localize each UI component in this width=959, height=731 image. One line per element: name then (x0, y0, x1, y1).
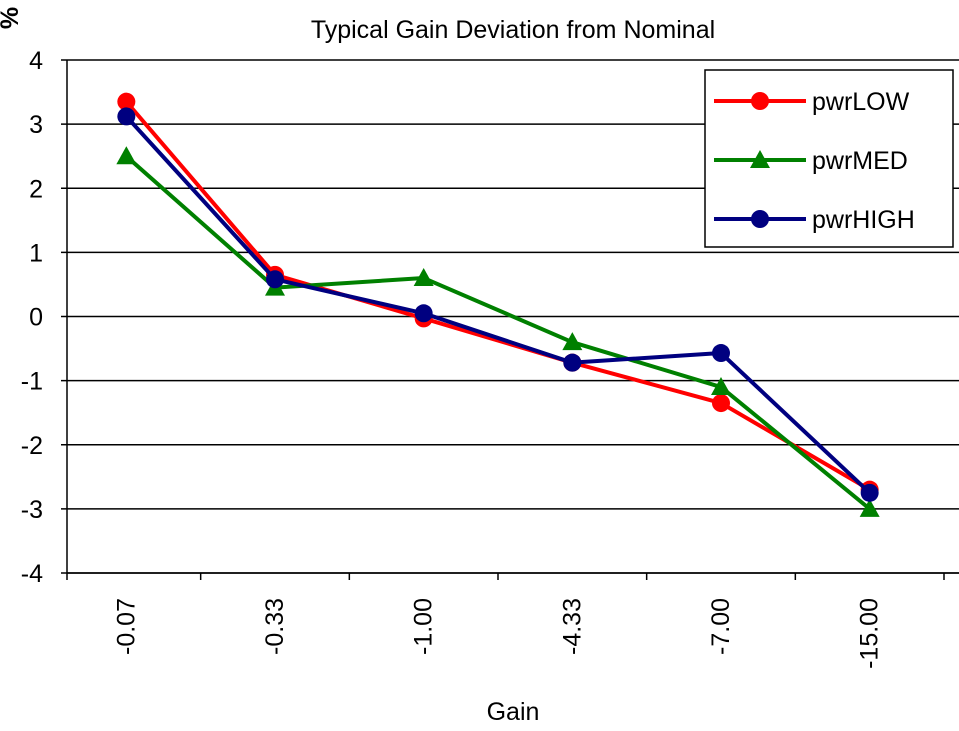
x-tick-labels: -0.07 -0.33 -1.00 -4.33 -7.00 -15.00 (112, 598, 883, 669)
series-line (124, 115, 872, 495)
data-point (117, 107, 136, 126)
series-line (125, 154, 871, 511)
legend-label: pwrLOW (812, 88, 910, 116)
data-point (117, 92, 136, 111)
data-point (116, 146, 137, 165)
data-point (266, 270, 284, 289)
y-tick-label: -1 (21, 368, 43, 396)
series-pwrHIGH (117, 107, 879, 502)
data-point (562, 332, 583, 351)
data-point (859, 498, 880, 517)
x-axis-label: Gain (487, 698, 540, 726)
series-pwrMED (116, 146, 880, 517)
y-tick-labels: 4 3 2 1 0 -1 -2 -3 -4 (21, 47, 43, 588)
y-tick-label: 4 (29, 47, 43, 75)
x-tick-label: -7.00 (707, 598, 735, 655)
data-point (563, 353, 582, 372)
legend-marker (751, 210, 769, 228)
y-tick-label: -4 (21, 560, 43, 588)
legend-marker (751, 92, 769, 110)
data-point (711, 377, 731, 396)
series-line (124, 100, 871, 492)
axes (66, 60, 959, 580)
legend: pwrLOW pwrMED pwrHIGH (704, 69, 954, 248)
y-tick-label: -2 (21, 432, 43, 460)
data-point (414, 304, 433, 323)
x-tick-label: -15.00 (856, 598, 884, 669)
data-point (413, 268, 434, 287)
x-tick-label: -4.33 (558, 598, 586, 655)
x-tick-label: -0.07 (112, 598, 140, 655)
legend-label: pwrHIGH (812, 206, 915, 234)
y-tick-label: 3 (29, 111, 43, 139)
series-lines (116, 92, 880, 517)
data-point (860, 483, 879, 502)
y-tick-label: 1 (29, 239, 43, 267)
legend-marker (750, 150, 770, 168)
data-point (712, 394, 730, 413)
chart-title: Typical Gain Deviation from Nominal (311, 16, 715, 44)
data-point (712, 344, 730, 363)
y-tick-label: -3 (21, 496, 43, 524)
x-tick-label: -1.00 (410, 598, 438, 655)
y-tick-label: 2 (29, 175, 43, 203)
x-tick-label: -0.33 (261, 598, 289, 655)
y-axis-label: % (0, 7, 24, 29)
y-tick-label: 0 (29, 304, 43, 332)
legend-label: pwrMED (812, 147, 908, 175)
